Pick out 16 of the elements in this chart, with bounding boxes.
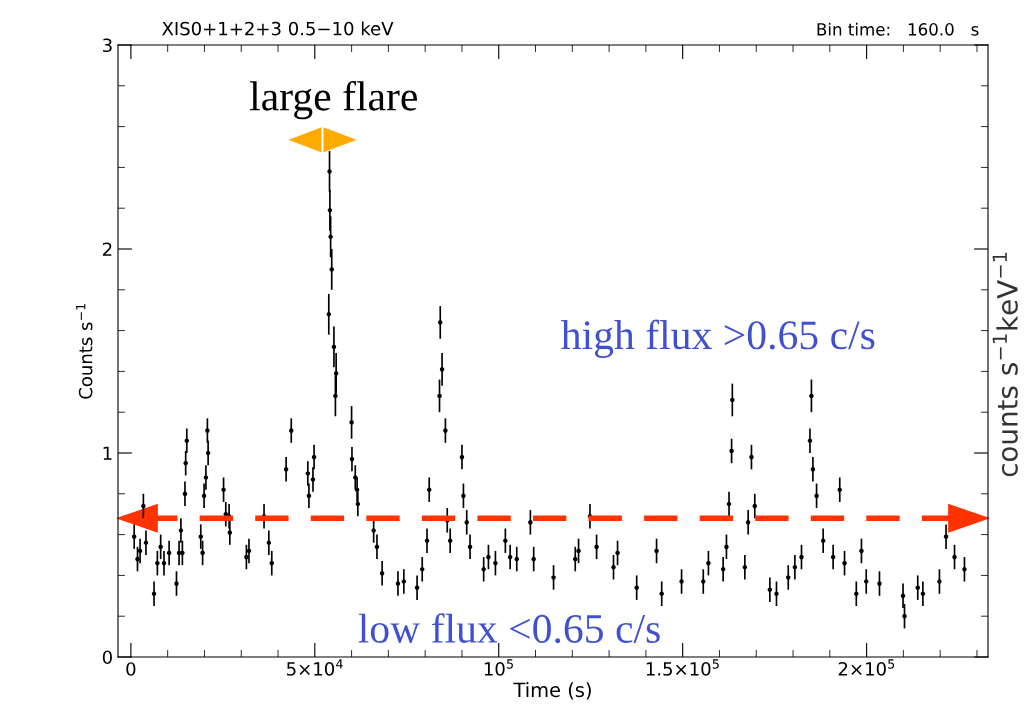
x-tick-label: 0 (126, 662, 136, 676)
annotation: low flux <0.65 c/s (358, 613, 660, 644)
y-axis-title: Counts s$^{−1}$ (76, 303, 93, 399)
x-tick-label: 2×10$^{5}$ (838, 659, 895, 676)
y-tick-label: 3 (103, 38, 112, 53)
y2-axis-title: counts s$^{−1}$keV$^{−1}$ (992, 252, 1018, 477)
x-axis-title: Time (s) (513, 682, 591, 700)
chart-subtitle: Bin time: 160.0 s (817, 22, 979, 36)
chart-title: XIS0+1+2+3 0.5−10 keV (162, 21, 394, 36)
annotation: high flux >0.65 c/s (561, 319, 875, 358)
annotation: large flare (249, 80, 417, 120)
x-tick-label: 5×10$^{4}$ (287, 659, 343, 676)
x-tick-label: 10$^{5}$ (484, 659, 513, 676)
x-tick-label: 1.5×10$^{5}$ (646, 659, 719, 676)
y-tick-label: 1 (103, 446, 112, 460)
y-tick-label: 2 (102, 242, 112, 256)
